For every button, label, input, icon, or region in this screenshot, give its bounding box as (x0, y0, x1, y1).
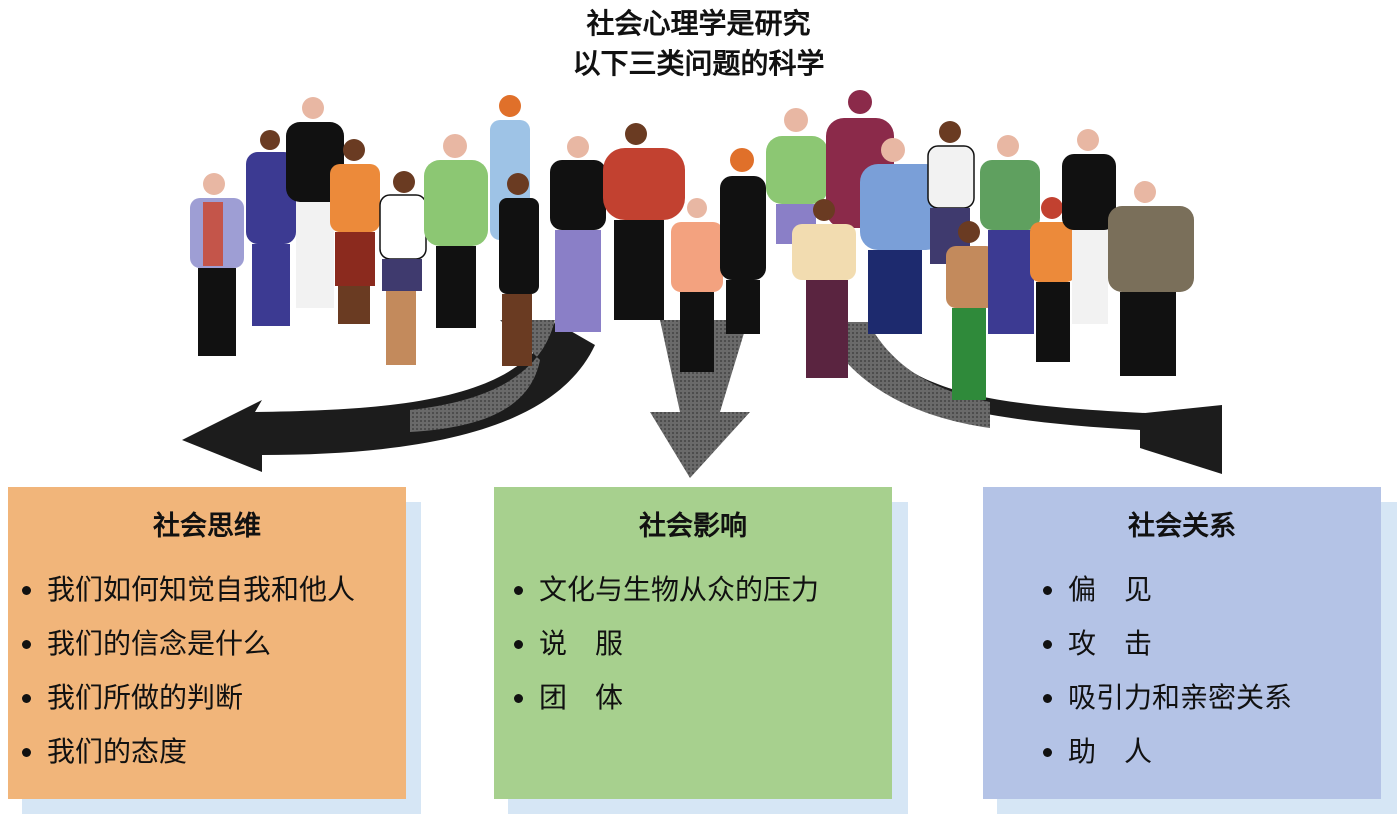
title-line-2: 以下三类问题的科学 (572, 47, 825, 80)
list-item: 攻 击 (1043, 617, 1292, 671)
diagram-title: 社会心理学是研究 以下三类问题的科学 (0, 4, 1397, 84)
bullet-icon (1043, 747, 1052, 757)
person-8 (499, 173, 539, 366)
person-13 (766, 108, 828, 244)
person-9 (550, 136, 606, 332)
bullet-icon (22, 747, 31, 757)
arrow-right (825, 320, 1222, 474)
list-item: 说 服 (514, 617, 819, 671)
person-21 (1062, 129, 1116, 324)
card-heading: 社会影响 (639, 511, 747, 542)
bullet-icon (514, 693, 523, 703)
arrow-left (182, 320, 595, 472)
person-3 (286, 97, 344, 308)
bullet-icon (22, 693, 31, 703)
card-social-thinking: 社会思维 我们如何知觉自我和他人 我们的信念是什么 我们所做的判断 我们的态度 (8, 487, 406, 799)
card-list: 我们如何知觉自我和他人 我们的信念是什么 我们所做的判断 我们的态度 (22, 563, 355, 779)
person-12 (720, 148, 766, 334)
bullet-icon (514, 585, 523, 595)
person-5 (379, 171, 427, 365)
card-heading: 社会思维 (153, 511, 261, 542)
card-list: 文化与生物从众的压力 说 服 团 体 (514, 563, 819, 725)
person-18 (946, 221, 996, 400)
list-item: 偏 见 (1043, 563, 1292, 617)
card-heading: 社会关系 (1128, 511, 1236, 542)
list-item: 我们的态度 (22, 725, 355, 779)
person-1 (190, 173, 244, 356)
bullet-icon (1043, 693, 1052, 703)
person-19 (980, 135, 1040, 334)
card-social-relations: 社会关系 偏 见 攻 击 吸引力和亲密关系 助 人 (983, 487, 1381, 799)
arrow-center (650, 320, 750, 478)
list-item: 吸引力和亲密关系 (1043, 671, 1292, 725)
person-10 (603, 123, 685, 320)
list-item: 我们如何知觉自我和他人 (22, 563, 355, 617)
title-line-1: 社会心理学是研究 (586, 7, 811, 40)
bullet-icon (22, 585, 31, 595)
bullet-icon (22, 639, 31, 649)
card-list: 偏 见 攻 击 吸引力和亲密关系 助 人 (1043, 563, 1292, 779)
bullet-icon (1043, 639, 1052, 649)
person-2 (246, 130, 296, 326)
list-item: 文化与生物从众的压力 (514, 563, 819, 617)
list-item: 助 人 (1043, 725, 1292, 779)
person-22 (1108, 181, 1194, 376)
person-6 (424, 134, 488, 328)
person-15 (792, 199, 856, 378)
bullet-icon (514, 639, 523, 649)
list-item: 我们的信念是什么 (22, 617, 355, 671)
person-20 (1030, 197, 1076, 362)
person-11 (671, 198, 723, 372)
card-social-influence: 社会影响 文化与生物从众的压力 说 服 团 体 (494, 487, 892, 799)
person-4 (330, 139, 380, 324)
list-item: 我们所做的判断 (22, 671, 355, 725)
bullet-icon (1043, 585, 1052, 595)
list-item: 团 体 (514, 671, 819, 725)
person-16 (860, 138, 944, 334)
